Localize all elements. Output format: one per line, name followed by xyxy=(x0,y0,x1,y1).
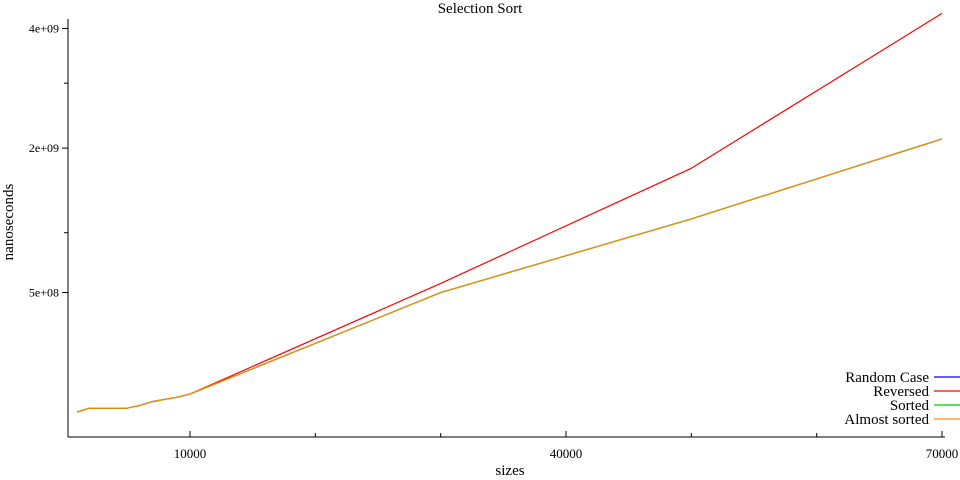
legend-label: Reversed xyxy=(873,384,929,400)
x-tick-label: 40000 xyxy=(550,446,583,461)
x-axis-label: sizes xyxy=(495,463,524,479)
y-axis-label: nanoseconds xyxy=(1,184,17,261)
legend-label: Sorted xyxy=(890,398,930,414)
x-tick-label: 10000 xyxy=(174,446,207,461)
legend-label: Almost sorted xyxy=(844,412,929,428)
series-group xyxy=(77,12,943,413)
y-tick-label: 2e+09 xyxy=(29,141,59,155)
y-tick-label: 5e+08 xyxy=(29,286,59,300)
x-tick-label: 70000 xyxy=(926,446,959,461)
axis-ticks: 10000 40000 70000 5e+08 2e+09 4e+09 xyxy=(29,21,958,461)
series-line-almost-sorted xyxy=(77,138,943,413)
chart-title: Selection Sort xyxy=(438,1,523,17)
y-tick-label: 4e+09 xyxy=(29,21,59,35)
legend-label: Random Case xyxy=(845,370,929,386)
series-line-reversed xyxy=(77,12,943,413)
